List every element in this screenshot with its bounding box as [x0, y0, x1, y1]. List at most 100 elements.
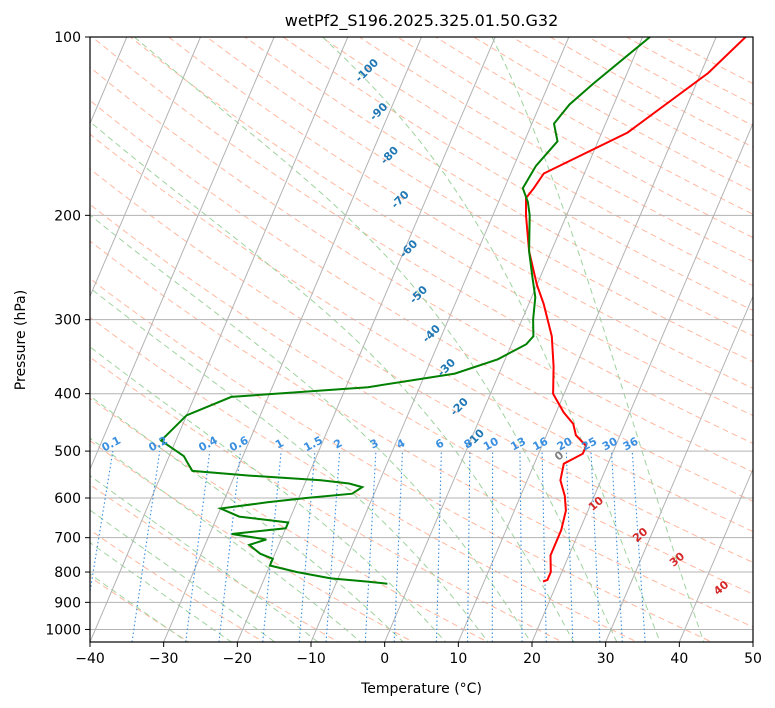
dry-adiabat-label: -20: [448, 395, 471, 418]
isotherm: [531, 122, 753, 642]
dry-adiabat: [282, 37, 753, 312]
mixing-ratio-label: 36: [621, 435, 641, 454]
x-axis-title: Temperature (°C): [360, 681, 482, 697]
y-tick-label: 700: [54, 531, 81, 547]
moist-adiabat-label: 20: [630, 525, 650, 545]
dry-adiabat: [90, 316, 639, 642]
isotherm: [310, 37, 570, 642]
mixing-ratio-line: [565, 451, 574, 642]
y-tick-label: 300: [54, 313, 81, 329]
y-tick-label: 200: [54, 208, 81, 224]
dry-adiabat: [91, 37, 753, 445]
dry-adiabat: [90, 483, 340, 642]
plot-area: 0.1 0.2 0.4 0.6 1 1.5 2 3 4 6 8 10 13 16 20 25 30 36-100-…: [90, 37, 753, 642]
dry-adiabat-label: -80: [378, 144, 401, 167]
line-labels: 0.1 0.2 0.4 0.6 1 1.5 2 3 4 6 8 10 13 16 20 25 30 36-100-…: [100, 56, 732, 598]
y-axis-ticks: 100 200 300 400 500 600 700 800 900 1000: [45, 30, 90, 638]
dry-adiabat: [435, 37, 753, 215]
dry-adiabat-label: -60: [397, 237, 420, 260]
dewpoint-line: [159, 37, 651, 585]
x-tick-label: −10: [296, 651, 326, 667]
dry-adiabat: [90, 203, 753, 595]
moist-adiabat: [90, 346, 447, 642]
moist-adiabat: [90, 474, 319, 642]
x-tick-label: 30: [597, 651, 615, 667]
dry-adiabat: [90, 66, 753, 473]
moist-adiabat: [90, 121, 575, 642]
dry-adiabat-label: -40: [420, 322, 443, 345]
x-axis-ticks: −40 −30 −20 −10 0 10 20 30 40 50: [75, 642, 762, 667]
dry-adiabat: [90, 529, 265, 642]
isotherm: [236, 37, 496, 642]
mixing-ratio-lines: [90, 451, 646, 642]
x-tick-label: −30: [149, 651, 179, 667]
mixing-ratio-line: [610, 451, 623, 642]
temperature-line: [525, 37, 747, 583]
dry-adiabat: [244, 37, 753, 337]
x-tick-label: 40: [670, 651, 688, 667]
y-tick-label: 400: [54, 387, 81, 403]
isotherm: [457, 37, 717, 642]
mixing-ratio-line: [131, 451, 161, 642]
isotherm: [90, 37, 349, 642]
mixing-ratio-label: 25: [580, 435, 600, 454]
mixing-ratio-line: [90, 451, 114, 596]
y-tick-label: 500: [54, 444, 81, 460]
dry-adiabat: [90, 168, 753, 563]
moist-adiabats: [90, 37, 705, 642]
isotherm: [678, 467, 753, 642]
moist-adiabat: [90, 541, 233, 642]
isotherms: [90, 37, 753, 642]
mixing-ratio-label: 13: [508, 435, 528, 454]
mixing-ratio-line: [435, 451, 442, 642]
y-axis-title: Pressure (hPa): [13, 290, 29, 390]
moist-adiabat: [90, 437, 362, 642]
isotherm: [163, 37, 422, 642]
x-tick-label: 0: [380, 651, 389, 667]
moist-adiabat-label: 10: [586, 494, 606, 514]
mixing-ratio-label: 20: [555, 435, 575, 454]
dry-adiabat: [90, 278, 713, 642]
mixing-ratio-label: 4: [394, 436, 407, 451]
moist-adiabat-label: 40: [711, 578, 731, 598]
dry-adiabat-label: -70: [389, 188, 412, 211]
dry-adiabat: [90, 440, 414, 642]
x-tick-label: 50: [744, 651, 762, 667]
mixing-ratio-line: [631, 451, 646, 642]
moist-adiabat: [322, 37, 661, 642]
x-tick-label: 20: [523, 651, 541, 667]
dry-adiabat-label: -50: [407, 283, 430, 306]
y-tick-label: 600: [54, 491, 81, 507]
moist-adiabat: [90, 509, 276, 642]
moist-adiabat: [90, 395, 404, 642]
isotherm: [752, 640, 753, 642]
moist-adiabat-label: 30: [667, 549, 687, 569]
moist-adiabat: [90, 287, 489, 642]
dry-adiabat: [90, 397, 489, 642]
mixing-ratio-label: 1: [273, 436, 286, 451]
dry-adiabat-label: -90: [367, 100, 390, 123]
dry-adiabat: [90, 356, 564, 642]
isobars: [90, 37, 753, 630]
isotherm: [90, 37, 275, 471]
moist-adiabat: [90, 573, 189, 642]
mixing-ratio-label: 16: [531, 435, 551, 454]
isotherm: [605, 295, 753, 642]
dry-adiabat: [473, 37, 753, 192]
mixing-ratio-label: 10: [481, 435, 501, 454]
mixing-ratio-line: [364, 451, 377, 642]
y-tick-label: 1000: [45, 622, 81, 638]
x-tick-label: −20: [223, 651, 253, 667]
dry-adiabat: [90, 240, 753, 628]
moist-adiabat: [134, 37, 618, 642]
dry-adiabat: [130, 37, 753, 417]
x-tick-label: −40: [75, 651, 105, 667]
isotherm: [384, 37, 643, 642]
chart-title: wetPf2_S196.2025.325.01.50.G32: [285, 11, 559, 31]
mixing-ratio-line: [185, 451, 211, 642]
y-tick-label: 800: [54, 565, 81, 581]
y-tick-label: 900: [54, 595, 81, 611]
sounding-series: [159, 37, 747, 585]
moist-adiabat: [491, 37, 705, 642]
mixing-ratio-label: 30: [600, 435, 620, 454]
